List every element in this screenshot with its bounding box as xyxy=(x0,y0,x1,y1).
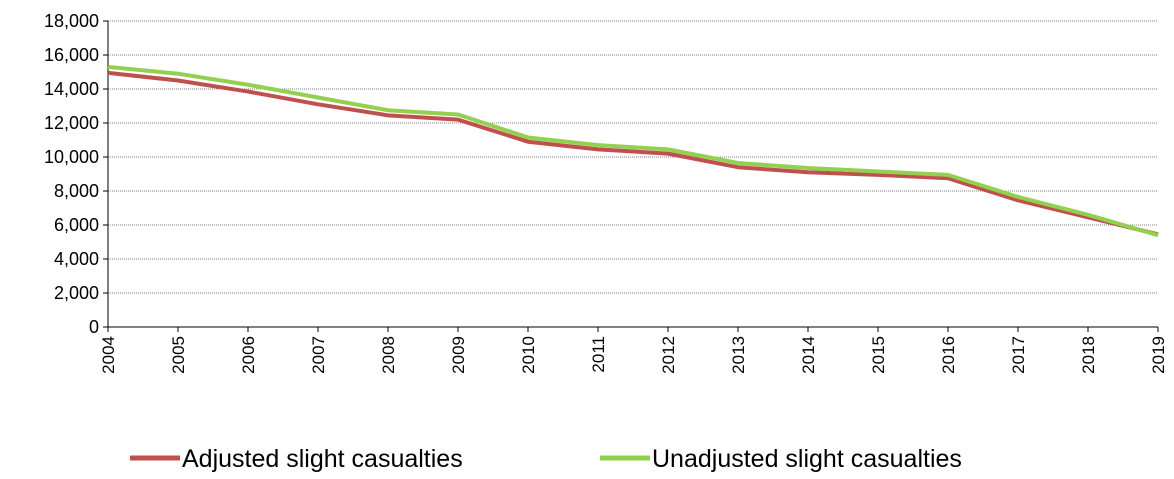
x-tick-label: 2006 xyxy=(239,336,258,374)
axes xyxy=(103,20,1159,332)
x-tick-label: 2005 xyxy=(169,336,188,374)
x-tick-label: 2013 xyxy=(729,336,748,374)
y-tick-label: 18,000 xyxy=(44,11,99,31)
x-tick-label: 2008 xyxy=(379,336,398,374)
y-tick-label: 16,000 xyxy=(44,45,99,65)
legend-label-unadjusted: Unadjusted slight casualties xyxy=(652,445,962,473)
x-tick-label: 2011 xyxy=(589,336,608,373)
y-tick-label: 14,000 xyxy=(44,79,99,99)
x-axis-tick-labels: 2004 2005 2006 2007 2008 2009 2010 2011 2012 2013… xyxy=(99,336,1168,374)
x-tick-label: 2014 xyxy=(799,336,818,374)
x-tick-label: 2016 xyxy=(939,336,958,374)
y-tick-label: 6,000 xyxy=(54,215,99,235)
x-tick-label: 2018 xyxy=(1079,336,1098,374)
x-tick-label: 2019 xyxy=(1149,336,1168,374)
y-tick-label: 2,000 xyxy=(54,283,99,303)
x-tick-label: 2010 xyxy=(519,336,538,374)
x-tick-label: 2004 xyxy=(99,336,118,374)
gridlines xyxy=(108,20,1158,294)
y-tick-label: 12,000 xyxy=(44,113,99,133)
y-tick-label: 10,000 xyxy=(44,147,99,167)
series-lines xyxy=(107,64,1159,238)
series-line-adjusted xyxy=(107,70,1159,237)
x-tick-label: 2017 xyxy=(1009,336,1028,374)
y-tick-label: 8,000 xyxy=(54,181,99,201)
x-tick-label: 2007 xyxy=(309,336,328,374)
x-tick-label: 2009 xyxy=(449,336,468,374)
x-tick-label: 2015 xyxy=(869,336,888,374)
y-tick-label: 0 xyxy=(89,317,99,337)
series-line-unadjusted xyxy=(107,64,1159,238)
legend-label-adjusted: Adjusted slight casualties xyxy=(182,445,463,473)
y-tick-label: 4,000 xyxy=(54,249,99,269)
legend: Adjusted slight casualties Unadjusted sli… xyxy=(130,445,962,473)
x-tick-label: 2012 xyxy=(659,336,678,374)
y-axis-tick-labels: 0 2,000 4,000 6,000 8,000 10,000 12,000 14,000 1… xyxy=(44,11,99,337)
